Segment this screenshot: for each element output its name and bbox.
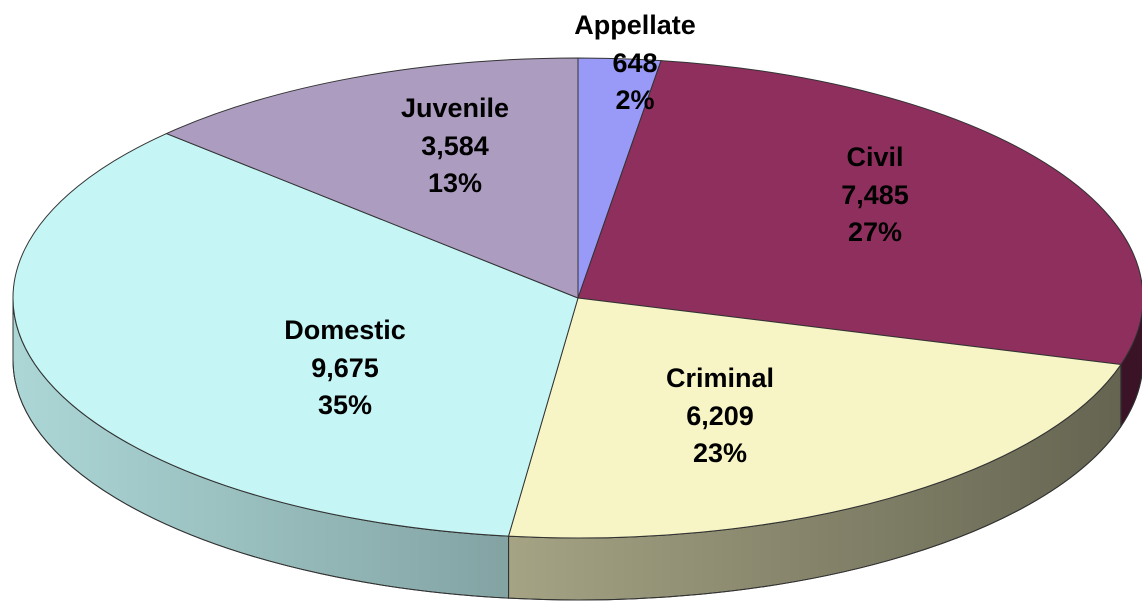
slice-label: Domestic — [284, 315, 406, 345]
slice-label: Appellate — [574, 10, 696, 40]
value-label: 6,209 — [686, 401, 754, 431]
value-label: 7,485 — [841, 180, 909, 210]
pie-sides — [12, 297, 1142, 601]
pie-tops — [12, 57, 1142, 539]
slice-label: Civil — [846, 142, 903, 172]
value-label: 3,584 — [421, 131, 489, 161]
slice-labels: Appellate 648 2% Civil 7,485 27% Criminal 6,209… — [284, 10, 909, 468]
value-label: 648 — [612, 48, 657, 78]
percent-label: 2% — [615, 85, 654, 115]
slice-label: Criminal — [666, 363, 774, 393]
percent-label: 35% — [318, 390, 372, 420]
slice — [165, 57, 579, 299]
slice — [577, 60, 1142, 366]
percent-label: 27% — [848, 217, 902, 247]
percent-label: 23% — [693, 438, 747, 468]
slice-label: Juvenile — [401, 93, 509, 123]
slice — [12, 133, 579, 537]
percent-label: 13% — [428, 168, 482, 198]
value-label: 9,675 — [311, 353, 379, 383]
slice — [507, 297, 1122, 539]
